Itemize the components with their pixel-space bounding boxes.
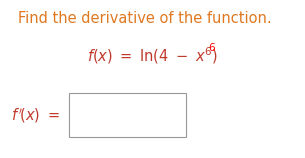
FancyBboxPatch shape (69, 93, 186, 137)
Text: $\mathit{f}\,'\!(\mathit{x})\ =$: $\mathit{f}\,'\!(\mathit{x})\ =$ (11, 106, 59, 125)
Text: Find the derivative of the function.: Find the derivative of the function. (18, 11, 272, 26)
Text: $\mathit{f}(\mathit{x})\ =\ \mathrm{ln}(4\ -\ \mathit{x}^{6})$: $\mathit{f}(\mathit{x})\ =\ \mathrm{ln}(… (87, 45, 218, 66)
Text: $6$: $6$ (208, 41, 216, 53)
